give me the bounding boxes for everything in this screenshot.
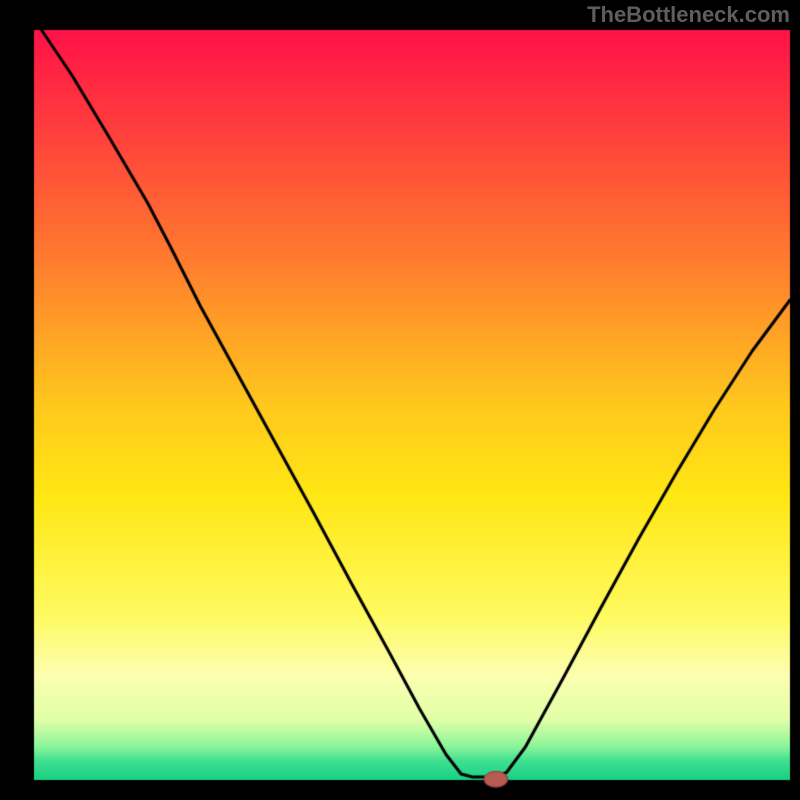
watermark-label: TheBottleneck.com [587,2,790,28]
bottleneck-chart [0,0,800,800]
